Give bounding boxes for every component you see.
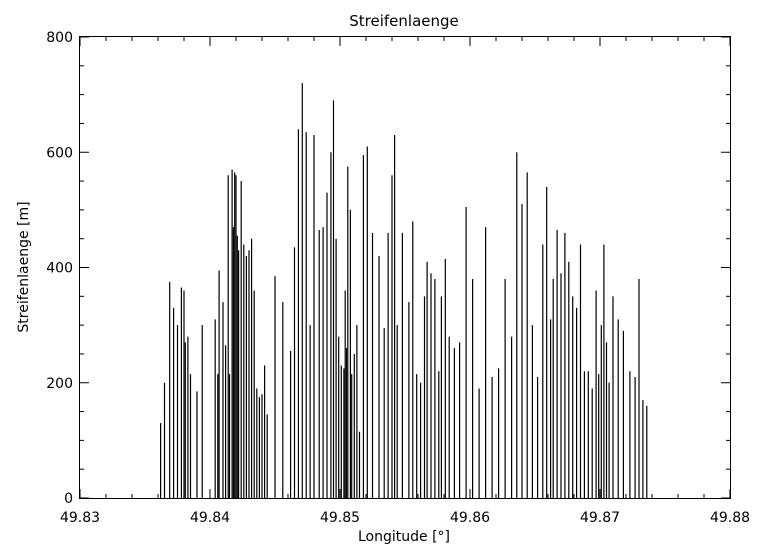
x-axis-label: Longitude [°] xyxy=(358,529,450,545)
plot-frame xyxy=(79,36,731,499)
x-tick-label: 49.85 xyxy=(320,510,360,526)
x-tick-label: 49.83 xyxy=(60,510,100,526)
chart-title: Streifenlaenge xyxy=(349,12,459,30)
bars xyxy=(160,83,648,498)
x-tick-label: 49.88 xyxy=(710,510,750,526)
y-tick-label: 800 xyxy=(46,30,73,46)
y-tick-label: 0 xyxy=(64,491,73,507)
x-tick-label: 49.86 xyxy=(450,510,490,526)
x-tick-label: 49.84 xyxy=(190,510,230,526)
y-tick-label: 400 xyxy=(46,261,73,277)
y-tick-label: 200 xyxy=(46,376,73,392)
ticks xyxy=(79,36,731,499)
y-tick-label: 600 xyxy=(46,145,73,161)
tick-labels: 49.83 49.84 49.85 49.86 49.87 49.88 0 200 400 600… xyxy=(46,30,750,526)
y-axis-label: Streifenlaenge [m] xyxy=(16,201,32,332)
x-tick-label: 49.87 xyxy=(580,510,620,526)
